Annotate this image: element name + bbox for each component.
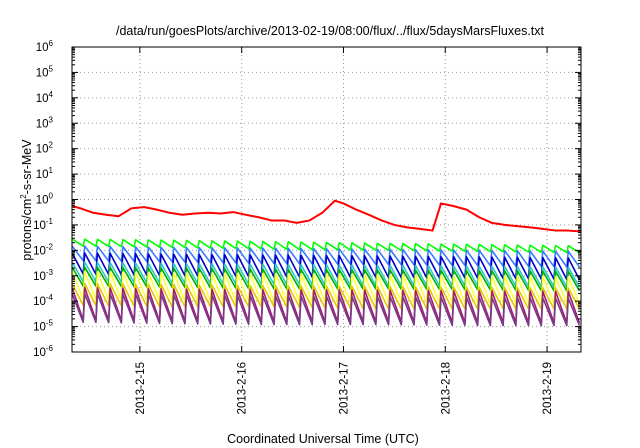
y-tick-exponent: -2 [46, 242, 54, 251]
x-tick-label: 2013-2-15 [135, 362, 147, 414]
y-tick-label: 10-3 [33, 268, 53, 283]
x-tick-label: 2013-2-19 [542, 362, 554, 414]
y-tick-base: 10 [36, 42, 49, 54]
x-tick-labels: 2013-2-15 2013-2-16 2013-2-17 2013-2-18 2013… [135, 362, 554, 414]
series-line-2 [71, 238, 580, 254]
y-tick-exponent: 2 [49, 141, 54, 150]
y-tick-label: 106 [36, 39, 54, 54]
x-axis-label: Coordinated Universal Time (UTC) [227, 432, 419, 446]
grid-lines [72, 47, 581, 352]
y-tick-labels: 10-610-510-410-310-210-11001011021031041… [33, 39, 53, 359]
y-tick-label: 104 [36, 90, 54, 105]
x-tick-label: 2013-2-17 [338, 362, 350, 414]
y-tick-label: 105 [36, 64, 54, 79]
axis-ticks [72, 46, 581, 353]
y-tick-base: 10 [36, 93, 49, 105]
x-tick-label: 2013-2-16 [237, 362, 249, 414]
series-layer [71, 199, 582, 327]
y-tick-exponent: 6 [49, 39, 54, 48]
y-tick-label: 103 [36, 115, 54, 130]
series-line-1 [71, 199, 582, 233]
y-tick-label: 10-1 [33, 217, 53, 232]
y-tick-exponent: -5 [46, 319, 54, 328]
y-tick-base: 10 [36, 118, 49, 130]
y-tick-exponent: 4 [49, 90, 54, 99]
y-tick-label: 102 [36, 141, 54, 156]
y-tick-exponent: 3 [49, 115, 54, 124]
y-tick-exponent: 0 [49, 192, 54, 201]
y-tick-base: 10 [36, 67, 49, 79]
y-tick-exponent: -6 [46, 344, 54, 353]
y-tick-base: 10 [33, 220, 46, 232]
y-tick-label: 10-6 [33, 344, 53, 359]
y-tick-label: 100 [36, 192, 54, 207]
y-tick-base: 10 [33, 322, 46, 334]
y-tick-exponent: 5 [49, 64, 54, 73]
y-tick-exponent: -4 [46, 293, 54, 302]
y-axis-label: protons/cm2-s-sr-MeV [19, 139, 34, 261]
y-tick-label: 10-5 [33, 319, 53, 334]
y-axis-label-superscript: 2 [19, 194, 28, 199]
y-tick-label: 101 [36, 166, 54, 181]
y-tick-exponent: -3 [46, 268, 54, 277]
y-tick-base: 10 [36, 195, 49, 207]
y-tick-label: 10-4 [33, 293, 53, 308]
y-tick-base: 10 [33, 245, 46, 257]
y-axis-label-main: protons/cm [20, 199, 34, 261]
y-tick-label: 10-2 [33, 242, 53, 257]
y-tick-base: 10 [33, 347, 46, 359]
x-tick-label: 2013-2-18 [440, 362, 452, 414]
y-tick-exponent: -1 [46, 217, 54, 226]
y-tick-exponent: 1 [49, 166, 54, 175]
y-tick-base: 10 [33, 271, 46, 283]
y-tick-base: 10 [33, 296, 46, 308]
y-tick-base: 10 [36, 169, 49, 181]
y-tick-base: 10 [36, 144, 49, 156]
y-axis-label-units: -s-sr-MeV [20, 139, 34, 195]
series-line-10 [71, 292, 581, 327]
chart-title: /data/run/goesPlots/archive/2013-02-19/0… [116, 24, 545, 38]
